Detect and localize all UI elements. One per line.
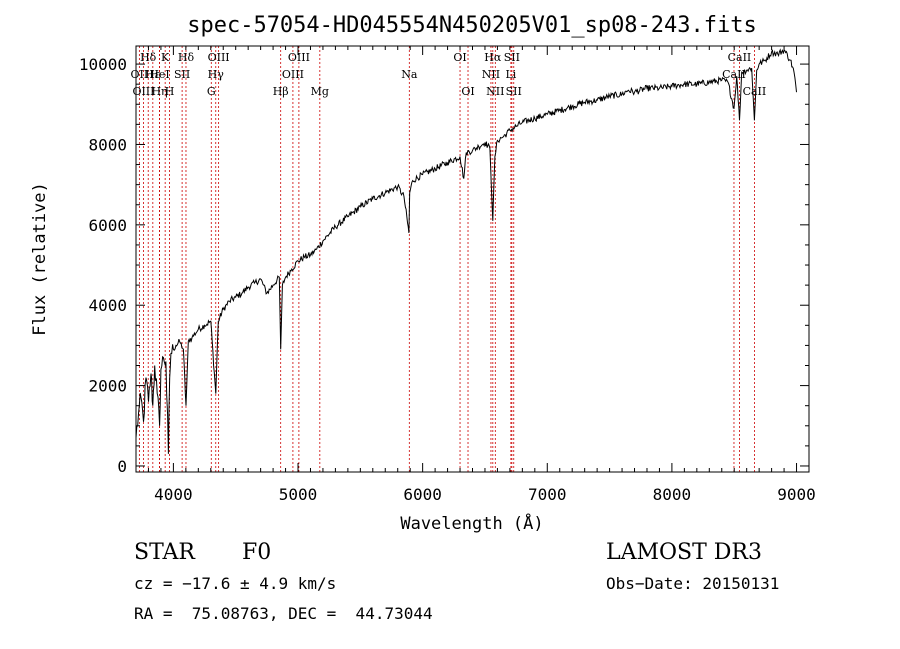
y-tick-label: 4000 (88, 296, 127, 315)
line-label: Hδ (178, 51, 195, 64)
line-label: Na (401, 68, 418, 81)
line-label: OIII (132, 85, 154, 98)
line-label: SII (504, 51, 520, 64)
line-label: Hβ (273, 85, 289, 98)
line-label: H (165, 85, 175, 98)
coordinates: RA = 75.08763, DEC = 44.73044 (134, 604, 433, 623)
x-tick-label: 7000 (528, 485, 567, 504)
redshift-value: cz = −17.6 ± 4.9 km/s (134, 574, 337, 593)
line-label: Hε (145, 68, 161, 81)
spectrum-line (135, 48, 797, 454)
line-label: Mg (311, 85, 329, 98)
y-tick-label: 8000 (88, 135, 127, 154)
spectral-line-markers (138, 46, 755, 472)
x-tick-label: 9000 (777, 485, 816, 504)
x-tick-label: 4000 (154, 485, 193, 504)
y-tick-label: 10000 (79, 55, 127, 74)
subclass: F0 (242, 540, 272, 565)
line-label: Hα (484, 51, 502, 64)
line-label: OIII (282, 68, 304, 81)
line-label: Hγ (208, 68, 225, 81)
line-label: CaII (722, 68, 746, 81)
y-tick-label: 6000 (88, 216, 127, 235)
y-axis-label: Flux (relative) (30, 182, 50, 336)
line-label: OI (461, 85, 474, 98)
line-label: OIII (288, 51, 310, 64)
spectral-line-labels: Hδ OII OIII Hε Hη K H HeI SII Hδ OIII Hγ G Hβ OIII OIII… (131, 51, 767, 98)
line-label: SII (174, 68, 190, 81)
y-axis: 0 2000 4000 6000 8000 10000 (79, 55, 809, 476)
line-label: Hη (151, 85, 167, 98)
y-tick-label: 2000 (88, 377, 127, 396)
plot-frame (135, 45, 810, 473)
line-label: CaII (728, 51, 752, 64)
y-tick-label: 0 (117, 457, 127, 476)
line-label: G (207, 85, 216, 98)
line-label: HeI (149, 68, 169, 81)
survey-name: LAMOST DR3 (606, 540, 762, 565)
line-label: NII (486, 85, 504, 98)
x-axis-label: Wavelength (Å) (400, 512, 543, 534)
line-label: OI (453, 51, 466, 64)
line-label: K (161, 51, 170, 64)
line-label: NII (482, 68, 500, 81)
observation-date: Obs−Date: 20150131 (606, 574, 780, 593)
x-axis: 4000 5000 6000 7000 8000 9000 (147, 46, 816, 504)
x-tick-label: 6000 (403, 485, 442, 504)
spectrum-chart: spec-57054-HD045554N450205V01_sp08-243.f… (30, 13, 816, 534)
line-label: OII (131, 68, 149, 81)
line-label: OIII (208, 51, 230, 64)
chart-title: spec-57054-HD045554N450205V01_sp08-243.f… (187, 13, 757, 38)
x-tick-label: 5000 (279, 485, 318, 504)
x-tick-label: 8000 (653, 485, 692, 504)
line-label: SII (506, 85, 522, 98)
line-label: Hδ (140, 51, 157, 64)
object-class: STAR (134, 540, 195, 565)
line-label: Li (505, 68, 516, 81)
line-label: CaII (743, 85, 767, 98)
